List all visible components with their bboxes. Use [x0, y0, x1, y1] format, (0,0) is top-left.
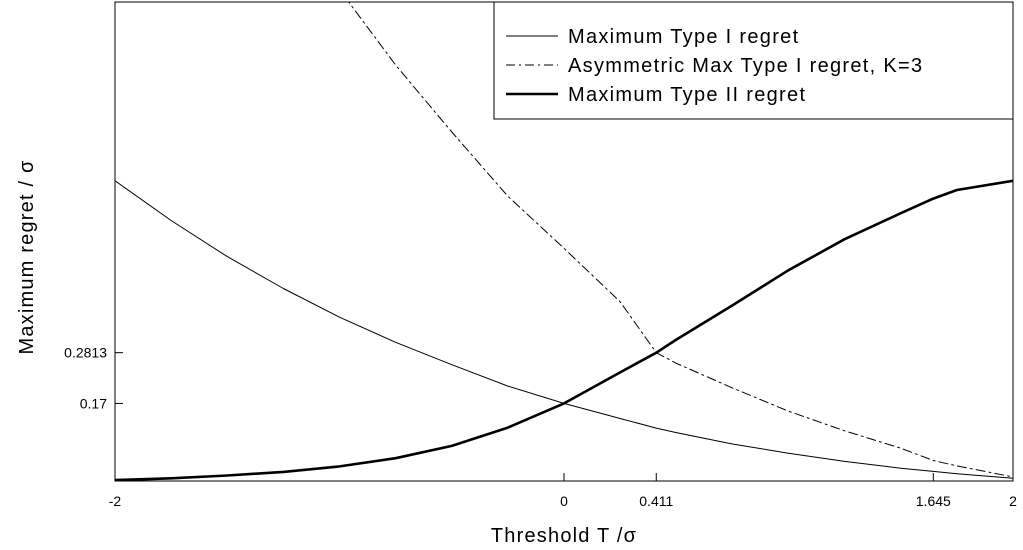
series-line-asymmetric-max-type-i-regret-k-3: [348, 2, 1013, 478]
x-tick-label: 1.645: [916, 493, 951, 509]
x-axis-title: Threshold T /σ: [491, 525, 637, 547]
legend: Maximum Type I regret Asymmetric Max Type…: [493, 1, 1014, 120]
x-tick-label: 2: [1009, 493, 1017, 509]
legend-label-asymmetric-max-type-i-regret-k-3: Asymmetric Max Type I regret, K=3: [568, 55, 923, 77]
x-tick-label: 0.411: [639, 493, 673, 509]
y-axis-title: Maximum regret / σ: [16, 159, 38, 354]
x-tick-label: 0: [560, 493, 568, 509]
series-line-maximum-type-ii-regret: [115, 179, 1013, 481]
series-layer: [115, 2, 1013, 481]
tick-layer: -2 0 0.411 1.645 2 0.2813 0.17: [64, 345, 1017, 509]
legend-label-maximum-type-i-regret: Maximum Type I regret: [568, 26, 799, 48]
y-tick-label: 0.2813: [64, 345, 107, 361]
legend-label-maximum-type-ii-regret: Maximum Type II regret: [568, 84, 806, 106]
legend-box: [493, 1, 1014, 120]
y-tick-label: 0.17: [80, 395, 107, 411]
x-tick-label: -2: [109, 493, 122, 509]
series-line-maximum-type-i-regret: [115, 180, 1013, 479]
